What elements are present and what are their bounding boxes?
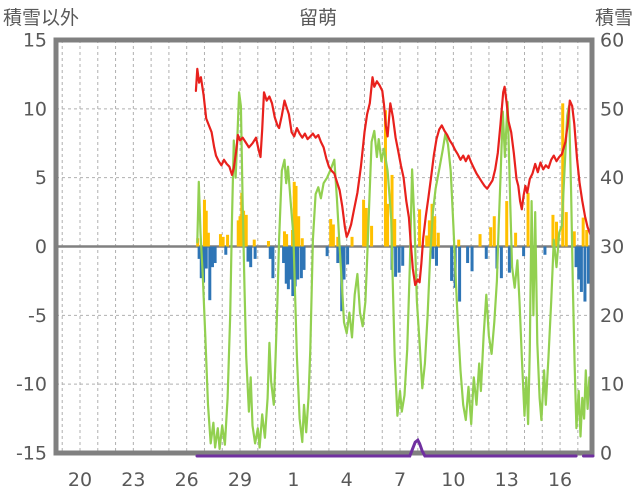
svg-text:50: 50: [600, 98, 624, 120]
svg-text:-15: -15: [16, 442, 47, 464]
svg-text:29: 29: [228, 469, 252, 491]
svg-text:7: 7: [394, 469, 406, 491]
green-line-series: [196, 91, 592, 450]
svg-text:1: 1: [287, 469, 299, 491]
svg-text:0: 0: [35, 236, 47, 258]
svg-text:20: 20: [600, 305, 624, 327]
svg-text:-5: -5: [28, 305, 47, 327]
blue-bars-series: [197, 246, 591, 312]
svg-text:60: 60: [600, 30, 624, 52]
svg-text:5: 5: [35, 167, 47, 189]
svg-text:15: 15: [23, 30, 47, 52]
svg-text:13: 13: [495, 469, 519, 491]
series-layer: [194, 67, 592, 450]
left-tick-labels: 15 10 5 0 -5 -10 -15: [16, 30, 47, 465]
right-axis-title: 積雪: [594, 7, 633, 29]
right-tick-labels: 60 50 40 30 20 10 0: [600, 30, 624, 465]
plot-border: [53, 37, 595, 456]
svg-text:0: 0: [600, 443, 612, 465]
svg-text:10: 10: [441, 469, 465, 491]
svg-text:20: 20: [68, 469, 92, 491]
purple-line-series: [195, 437, 595, 458]
svg-text:-10: -10: [16, 374, 47, 396]
x-tick-labels: 20 23 26 29 1 4 7 10 13 16: [68, 469, 572, 491]
red-line-series: [194, 67, 592, 287]
svg-text:23: 23: [121, 469, 145, 491]
svg-text:10: 10: [23, 98, 47, 120]
svg-text:30: 30: [600, 236, 624, 258]
left-axis-title: 積雪以外: [3, 7, 80, 29]
chart-title: 留萌: [298, 7, 337, 29]
svg-text:4: 4: [341, 469, 353, 491]
svg-text:10: 10: [600, 374, 624, 396]
svg-text:26: 26: [175, 469, 199, 491]
svg-text:40: 40: [600, 167, 624, 189]
svg-text:16: 16: [548, 469, 572, 491]
